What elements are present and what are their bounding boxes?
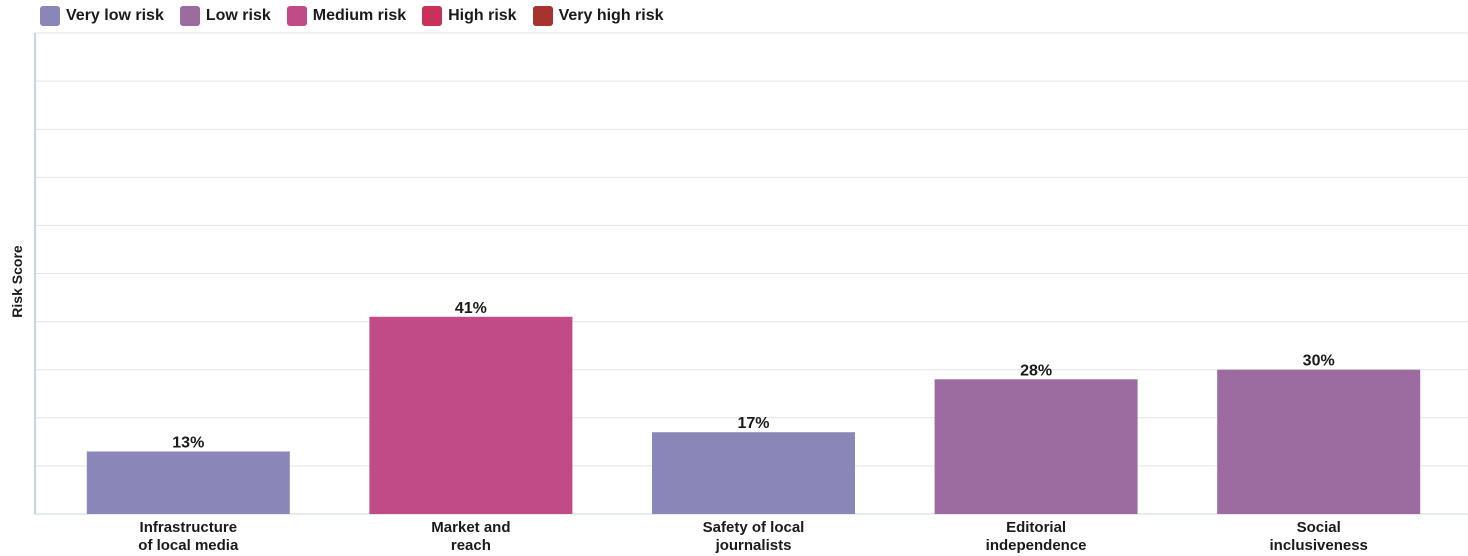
bar bbox=[369, 316, 573, 514]
bar-value-label: 30% bbox=[1303, 353, 1335, 370]
x-tick-label: Infrastructure bbox=[140, 519, 238, 536]
legend-label-very-low-risk: Very low risk bbox=[66, 7, 164, 24]
x-tick-label: Safety of local bbox=[703, 519, 805, 536]
legend-swatch-high-risk bbox=[422, 6, 443, 26]
bar bbox=[934, 379, 1138, 514]
bar-value-label: 17% bbox=[737, 415, 769, 432]
legend-label-medium-risk: Medium risk bbox=[312, 7, 407, 24]
legend-item-very-low-risk: Very low risk bbox=[40, 6, 164, 26]
x-tick-label: Social bbox=[1297, 519, 1341, 536]
bar-value-label: 28% bbox=[1020, 362, 1052, 379]
legend-swatch-very-low-risk bbox=[40, 6, 60, 26]
legend-swatch-medium-risk bbox=[286, 6, 307, 26]
chart-legend: Very low risk Low risk Medium risk High … bbox=[40, 5, 680, 27]
legend-label-low-risk: Low risk bbox=[205, 7, 271, 24]
legend-label-very-high-risk: Very high risk bbox=[558, 7, 664, 24]
bar-value-label: 41% bbox=[455, 300, 487, 317]
legend-item-low-risk: Low risk bbox=[179, 6, 271, 26]
x-tick-label: reach bbox=[451, 537, 491, 554]
x-tick-label: independence bbox=[986, 537, 1087, 554]
bar bbox=[86, 451, 290, 514]
y-axis-title: Risk Score bbox=[9, 245, 25, 318]
x-tick-label: Market and bbox=[431, 519, 510, 536]
legend-item-very-high-risk: Very high risk bbox=[532, 6, 664, 26]
legend-swatch-very-high-risk bbox=[532, 6, 553, 26]
x-tick-label: journalists bbox=[715, 537, 792, 554]
legend-label-high-risk: High risk bbox=[448, 7, 517, 24]
legend-item-high-risk: High risk bbox=[422, 6, 517, 26]
legend-swatch-low-risk bbox=[179, 6, 200, 26]
x-tick-label: Editorial bbox=[1006, 519, 1066, 536]
bar bbox=[1217, 369, 1421, 514]
x-tick-label: of local media bbox=[138, 537, 239, 554]
bar-value-label: 13% bbox=[172, 434, 204, 451]
legend-item-medium-risk: Medium risk bbox=[286, 6, 407, 26]
x-tick-label: inclusiveness bbox=[1270, 537, 1368, 554]
bar bbox=[652, 432, 855, 514]
